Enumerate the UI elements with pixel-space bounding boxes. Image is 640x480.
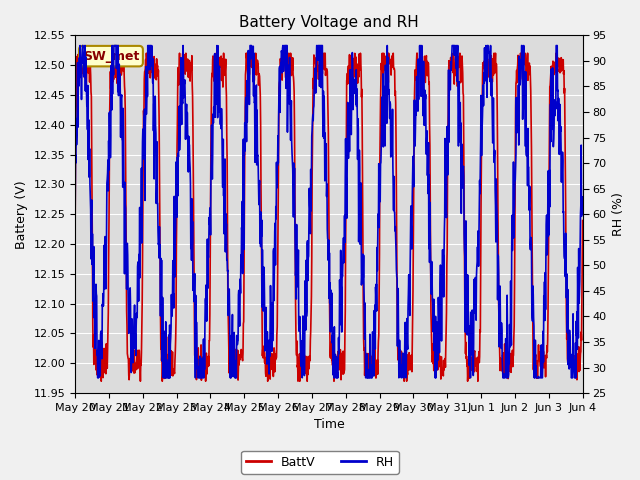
Y-axis label: RH (%): RH (%) — [612, 192, 625, 236]
RH — [474, 228, 482, 234]
RH — [71, 207, 79, 213]
Line: BattV: BattV — [75, 53, 582, 381]
RH — [94, 375, 102, 381]
BattV — [71, 221, 79, 227]
RH — [173, 199, 180, 205]
RH — [242, 104, 250, 110]
Line: RH: RH — [75, 46, 582, 378]
BattV — [408, 369, 416, 374]
BattV — [185, 66, 193, 72]
X-axis label: Time: Time — [314, 419, 344, 432]
RH — [519, 94, 527, 99]
Text: SW_met: SW_met — [83, 49, 139, 63]
BattV — [97, 378, 105, 384]
RH — [76, 43, 84, 48]
Y-axis label: Battery (V): Battery (V) — [15, 180, 28, 249]
RH — [185, 133, 193, 139]
RH — [408, 246, 416, 252]
BattV — [242, 72, 250, 77]
BattV — [173, 245, 180, 251]
RH — [579, 194, 586, 200]
Legend: BattV, RH: BattV, RH — [241, 451, 399, 474]
BattV — [579, 217, 586, 223]
BattV — [474, 356, 482, 362]
Title: Battery Voltage and RH: Battery Voltage and RH — [239, 15, 419, 30]
BattV — [519, 66, 527, 72]
BattV — [76, 50, 83, 56]
